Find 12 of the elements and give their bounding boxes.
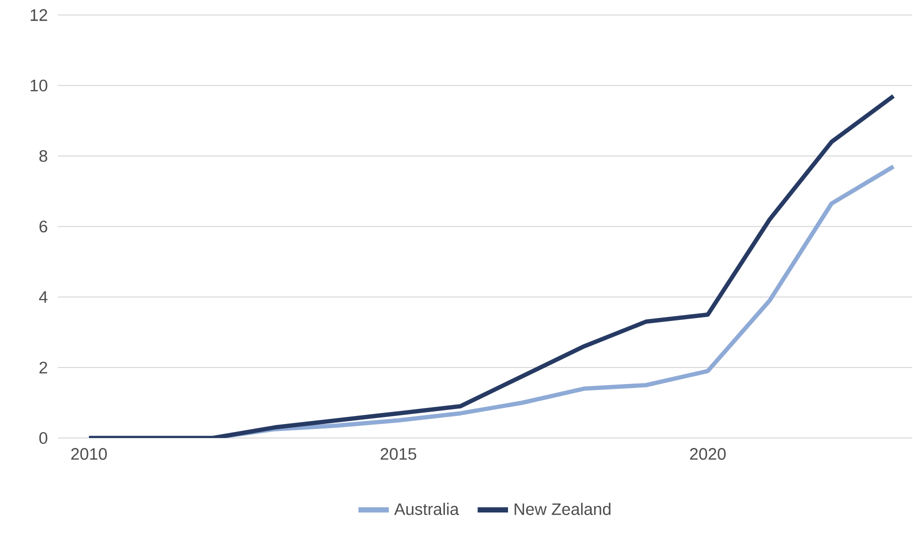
legend-label: Australia <box>394 502 459 516</box>
y-tick-label: 2 <box>40 362 48 374</box>
y-tick-label: 0 <box>39 432 48 444</box>
y-tick-label: 6 <box>40 220 48 232</box>
y-tick-label: 10 <box>30 80 48 92</box>
x-tick-label: 2015 <box>380 448 416 460</box>
x-tick-label: 2020 <box>690 448 726 460</box>
x-tick-label: 2010 <box>71 448 107 460</box>
y-tick-label: 8 <box>39 150 48 162</box>
y-tick-label: 4 <box>39 291 48 303</box>
y-tick-label: 12 <box>30 9 48 21</box>
legend-label: New Zealand <box>514 502 610 516</box>
